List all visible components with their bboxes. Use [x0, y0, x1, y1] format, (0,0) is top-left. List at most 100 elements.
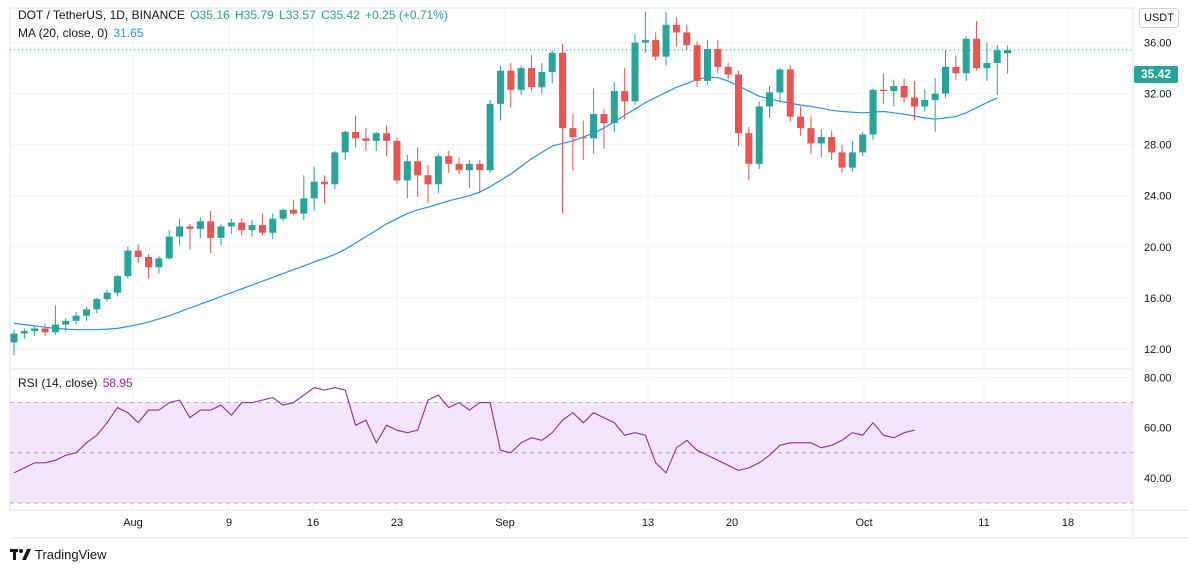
- candle: [672, 17, 680, 47]
- ma-legend-value: 31.65: [113, 26, 144, 40]
- candle: [155, 255, 163, 274]
- candle-body: [279, 209, 287, 219]
- candle-body: [890, 86, 898, 92]
- candle-body: [341, 131, 349, 153]
- candle-body: [848, 152, 856, 168]
- candle: [610, 82, 618, 132]
- candle: [641, 12, 649, 53]
- candle: [848, 140, 856, 172]
- candle-body: [445, 156, 453, 164]
- candle: [879, 73, 887, 104]
- ma-legend[interactable]: MA (20, close, 0) 31.65: [18, 26, 145, 40]
- candles: [10, 12, 1012, 356]
- candle-body: [931, 93, 939, 101]
- candle: [289, 199, 297, 215]
- candle: [621, 68, 629, 120]
- candle: [362, 128, 370, 152]
- candle: [890, 79, 898, 107]
- rsi-legend-label: RSI (14, close): [18, 376, 98, 390]
- rsi-line-layer: [13, 387, 915, 474]
- candle-body: [134, 250, 142, 257]
- candle-body: [258, 225, 266, 233]
- rsi-legend-value: 58.95: [102, 376, 133, 390]
- price-tick-label: 16.00: [1144, 293, 1172, 305]
- candle-body: [145, 256, 153, 268]
- candle-body: [186, 226, 194, 229]
- price-tick-label: 20.00: [1144, 242, 1172, 254]
- candle: [300, 175, 308, 220]
- candle-body: [900, 86, 908, 98]
- candle: [983, 42, 991, 81]
- candle: [973, 20, 981, 71]
- candle: [248, 219, 256, 237]
- candle: [207, 211, 215, 254]
- candle: [724, 63, 732, 80]
- candle: [41, 323, 49, 337]
- candle: [310, 166, 318, 212]
- candle-body: [538, 71, 546, 88]
- symbol-header: DOT / TetherUS, 1D, BINANCE O35.16 H35.7…: [18, 8, 450, 22]
- candle-body: [20, 330, 28, 334]
- rsi-tick-label: 80.00: [1144, 373, 1172, 385]
- candle: [859, 131, 867, 157]
- candle-body: [31, 328, 39, 331]
- candle-body: [703, 49, 711, 81]
- candle-body: [289, 209, 297, 214]
- candle: [124, 246, 132, 279]
- candle-body: [683, 32, 691, 46]
- currency-button[interactable]: USDT: [1139, 8, 1179, 28]
- candle-body: [828, 137, 836, 153]
- candle-body: [114, 276, 121, 293]
- candle: [942, 50, 949, 98]
- candle-body: [310, 181, 318, 199]
- price-tick-label: 24.00: [1144, 191, 1172, 203]
- candle-body: [528, 68, 535, 88]
- candle-body: [724, 66, 732, 75]
- candle-body: [269, 218, 277, 233]
- candle: [559, 43, 567, 214]
- candle: [703, 40, 711, 85]
- candle: [424, 165, 432, 204]
- candle: [652, 32, 660, 61]
- candle-body: [424, 175, 432, 185]
- candle-body: [217, 226, 225, 238]
- ohlc-low: L33.57: [279, 8, 316, 22]
- symbol-title: DOT / TetherUS, 1D, BINANCE: [18, 8, 185, 22]
- candle-body: [496, 70, 504, 104]
- candle-body: [838, 152, 846, 168]
- candle-body: [745, 133, 753, 164]
- candle-body: [362, 138, 370, 141]
- candle: [445, 151, 453, 173]
- candle: [372, 131, 380, 152]
- candle: [714, 40, 722, 74]
- candle: [952, 55, 960, 80]
- candle: [683, 24, 691, 51]
- price-tick-label: 36.00: [1144, 38, 1172, 50]
- candle: [590, 88, 598, 154]
- rsi-line: [13, 387, 915, 474]
- candle: [341, 130, 349, 161]
- ma-line-layer: [13, 76, 998, 331]
- candle-body: [569, 128, 577, 138]
- candle: [403, 154, 411, 199]
- candle: [507, 63, 515, 108]
- tradingview-logo-icon: [10, 549, 31, 560]
- candle-body: [548, 52, 556, 72]
- candle-body: [414, 161, 422, 176]
- candle: [227, 218, 235, 235]
- rsi-legend[interactable]: RSI (14, close) 58.95: [18, 376, 135, 390]
- candle-body: [755, 106, 763, 164]
- candle-body: [455, 163, 463, 171]
- candle-body: [331, 152, 339, 185]
- candle: [279, 208, 287, 222]
- candle: [735, 70, 742, 146]
- candle-body: [910, 97, 918, 107]
- candle-body: [103, 292, 111, 300]
- price-tick-label: 12.00: [1144, 344, 1172, 356]
- candle-body: [610, 91, 618, 124]
- ma-line: [13, 76, 998, 331]
- candle: [993, 45, 1001, 95]
- candle-body: [714, 49, 722, 67]
- tradingview-logo[interactable]: TradingView: [10, 545, 107, 563]
